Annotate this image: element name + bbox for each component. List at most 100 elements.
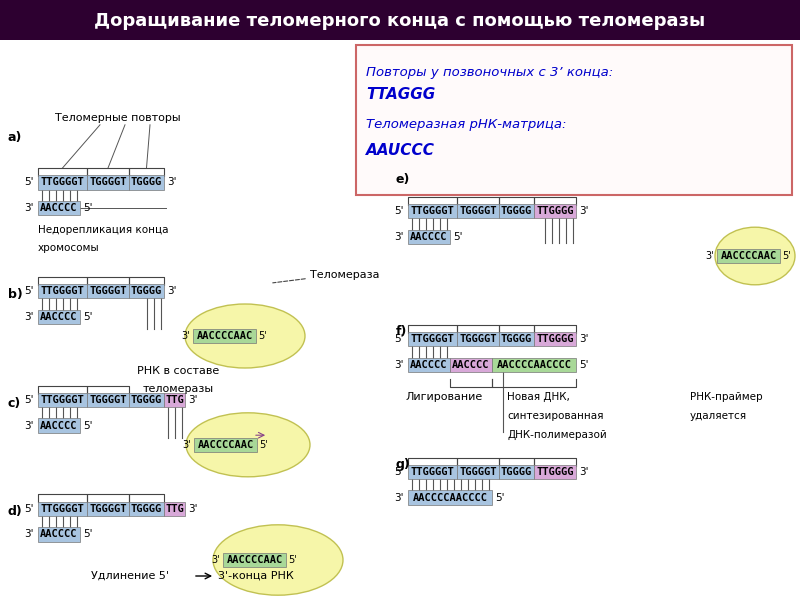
Text: 3': 3' — [394, 360, 403, 370]
Text: AACCCCAAC: AACCCCAAC — [198, 440, 254, 450]
FancyBboxPatch shape — [408, 204, 457, 218]
FancyBboxPatch shape — [717, 249, 780, 263]
Text: 3': 3' — [705, 251, 714, 261]
FancyBboxPatch shape — [534, 465, 576, 479]
Text: AACCCC: AACCCC — [410, 232, 448, 242]
Text: 3': 3' — [188, 395, 198, 405]
Text: TGGGGT: TGGGGT — [90, 178, 126, 187]
Text: 5': 5' — [259, 440, 268, 450]
Text: AACCCC: AACCCC — [40, 312, 78, 322]
Text: 5': 5' — [24, 178, 34, 187]
FancyBboxPatch shape — [534, 204, 576, 218]
Text: 3': 3' — [211, 555, 220, 565]
FancyBboxPatch shape — [457, 465, 499, 479]
FancyBboxPatch shape — [129, 393, 164, 407]
FancyBboxPatch shape — [87, 393, 129, 407]
Text: TGGGG: TGGGG — [131, 395, 162, 405]
Text: Доращивание теломерного конца с помощью теломеразы: Доращивание теломерного конца с помощью … — [94, 12, 706, 30]
Text: TTGGGGT: TTGGGGT — [410, 206, 454, 216]
Text: 5': 5' — [24, 395, 34, 405]
FancyBboxPatch shape — [450, 358, 492, 372]
Text: синтезированная: синтезированная — [507, 411, 603, 421]
Text: Новая ДНК,: Новая ДНК, — [507, 392, 570, 402]
Text: TTGGGG: TTGGGG — [536, 467, 574, 477]
Text: 5': 5' — [579, 360, 589, 370]
Text: g): g) — [396, 458, 410, 470]
Text: удаляется: удаляется — [690, 411, 747, 421]
Text: 3': 3' — [579, 334, 589, 344]
FancyBboxPatch shape — [408, 465, 457, 479]
Text: Теломераза: Теломераза — [310, 270, 379, 280]
Ellipse shape — [186, 413, 310, 477]
Text: 3': 3' — [188, 504, 198, 514]
Text: TGGGGT: TGGGGT — [90, 286, 126, 296]
Text: TGGGGT: TGGGGT — [90, 504, 126, 514]
FancyBboxPatch shape — [457, 204, 499, 218]
Text: AACCCCAAC: AACCCCAAC — [196, 331, 253, 341]
Text: Теломерные повторы: Теломерные повторы — [55, 113, 181, 124]
Text: 5': 5' — [83, 421, 93, 431]
Text: AACCCC: AACCCC — [452, 360, 490, 370]
Text: 5': 5' — [394, 467, 403, 477]
FancyBboxPatch shape — [38, 284, 87, 298]
FancyBboxPatch shape — [356, 45, 792, 195]
Text: c): c) — [8, 397, 22, 410]
Text: 5': 5' — [394, 206, 403, 216]
FancyBboxPatch shape — [194, 437, 257, 452]
Text: 5': 5' — [24, 504, 34, 514]
FancyBboxPatch shape — [408, 332, 457, 346]
Text: Удлинение 5': Удлинение 5' — [91, 571, 169, 581]
Text: AACCCC: AACCCC — [40, 203, 78, 213]
Text: TGGGG: TGGGG — [131, 504, 162, 514]
Text: 3': 3' — [579, 467, 589, 477]
Text: TTAGGG: TTAGGG — [366, 87, 435, 102]
Text: TTGGGG: TTGGGG — [536, 206, 574, 216]
Text: TGGGGT: TGGGGT — [459, 206, 497, 216]
FancyBboxPatch shape — [38, 502, 87, 516]
FancyBboxPatch shape — [408, 490, 492, 505]
Text: 5': 5' — [24, 286, 34, 296]
Text: TGGGG: TGGGG — [501, 467, 532, 477]
Ellipse shape — [213, 525, 343, 595]
Text: TTGGGGT: TTGGGGT — [41, 286, 84, 296]
Text: TGGGG: TGGGG — [131, 178, 162, 187]
Text: TGGGG: TGGGG — [501, 334, 532, 344]
Text: 5': 5' — [83, 203, 93, 213]
FancyBboxPatch shape — [408, 358, 450, 372]
FancyBboxPatch shape — [38, 418, 80, 433]
Text: РНК в составе: РНК в составе — [137, 366, 219, 376]
Text: TTGGGGT: TTGGGGT — [410, 334, 454, 344]
FancyBboxPatch shape — [38, 393, 87, 407]
FancyBboxPatch shape — [457, 332, 499, 346]
Text: 3': 3' — [394, 232, 403, 242]
Text: d): d) — [8, 505, 22, 518]
Text: TTGGGGT: TTGGGGT — [41, 504, 84, 514]
Text: TGGGGT: TGGGGT — [459, 467, 497, 477]
Text: РНК-праймер: РНК-праймер — [690, 392, 762, 402]
Text: AACCCCAAC: AACCCCAAC — [226, 555, 282, 565]
Text: AACCCC: AACCCC — [40, 421, 78, 431]
Text: AACCCCAAC: AACCCCAAC — [720, 251, 777, 261]
Text: Недорепликация конца: Недорепликация конца — [38, 226, 169, 235]
Text: TGGGGT: TGGGGT — [459, 334, 497, 344]
Text: 3': 3' — [394, 493, 403, 503]
FancyBboxPatch shape — [38, 527, 80, 542]
Text: Лигирование: Лигирование — [405, 392, 482, 402]
Text: Повторы у позвоночных с 3’ конца:: Повторы у позвоночных с 3’ конца: — [366, 65, 614, 79]
Text: AACCCCAACCCC: AACCCCAACCCC — [413, 493, 487, 503]
Text: 3': 3' — [24, 312, 34, 322]
Text: f): f) — [396, 325, 407, 338]
Text: 5': 5' — [782, 251, 790, 261]
Text: AACCCC: AACCCC — [40, 529, 78, 539]
Text: TTGGGGT: TTGGGGT — [41, 178, 84, 187]
Text: хромосомы: хромосомы — [38, 243, 100, 253]
Text: 3': 3' — [182, 440, 190, 450]
Text: AAUCCC: AAUCCC — [366, 143, 435, 158]
Text: ДНК-полимеразой: ДНК-полимеразой — [507, 430, 606, 440]
Text: b): b) — [8, 288, 22, 301]
FancyBboxPatch shape — [164, 502, 185, 516]
Text: 5': 5' — [258, 331, 266, 341]
Ellipse shape — [715, 227, 795, 285]
FancyBboxPatch shape — [38, 175, 87, 190]
Text: TGGGG: TGGGG — [131, 286, 162, 296]
